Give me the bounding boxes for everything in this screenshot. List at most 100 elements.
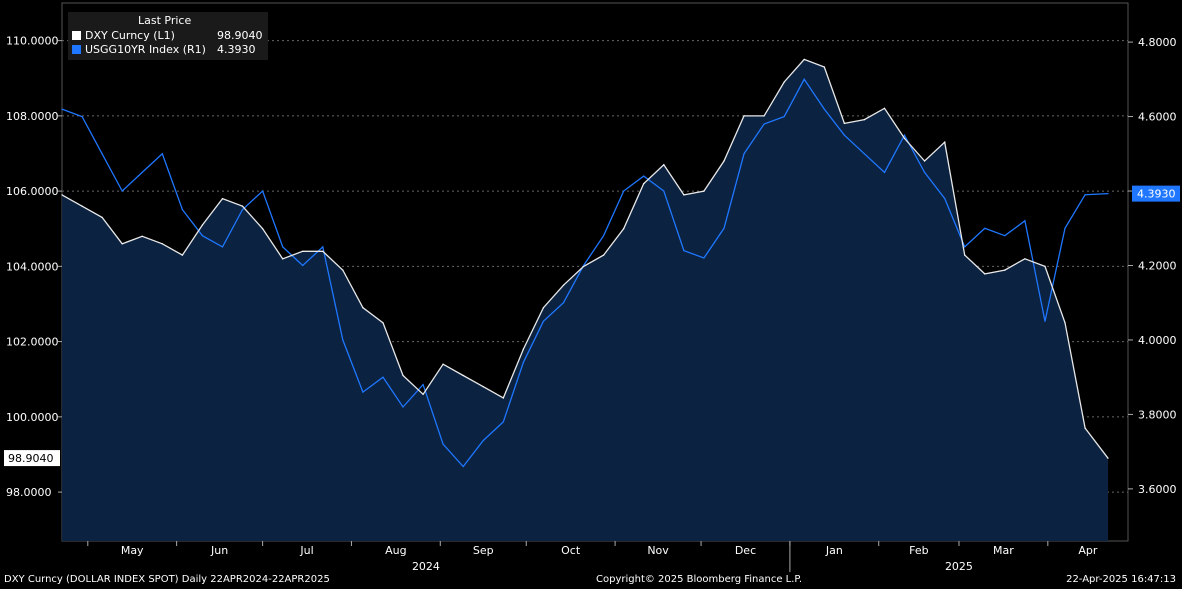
right-tick-label: 4.8000 [1138, 36, 1177, 49]
x-year-label: 2024 [412, 560, 440, 573]
x-month-label: Oct [561, 544, 581, 557]
left-tick-label: 108.0000 [6, 110, 59, 123]
dxy-point [121, 243, 123, 245]
right-tick-label: 4.2000 [1138, 259, 1177, 272]
usgg10yr-point [522, 361, 524, 363]
dxy-point [282, 258, 284, 260]
footer-copyright: Copyright© 2025 Bloomberg Finance L.P. [596, 574, 803, 585]
series-lines [61, 58, 1109, 468]
usgg10yr-point [262, 190, 264, 192]
usgg10yr-point [422, 384, 424, 386]
usgg10yr-point [462, 465, 464, 468]
usgg10yr-point [923, 171, 926, 174]
legend: Last Price DXY Curncy (L1) 98.9040 USGG1… [68, 12, 268, 60]
right-tick-label: 4.6000 [1138, 111, 1177, 124]
dxy-point [783, 81, 785, 83]
usgg10yr-point [763, 123, 765, 125]
legend-item-usgg10yr: USGG10YR Index (R1) 4.3930 [72, 43, 264, 57]
x-month-label: Feb [909, 544, 928, 557]
usgg10yr-point [562, 302, 565, 304]
dxy-point [382, 322, 384, 324]
legend-label-usgg10yr: USGG10YR Index (R1) [85, 43, 206, 56]
usgg10yr-point [101, 153, 103, 155]
usgg10yr-point [1084, 194, 1086, 196]
usgg10yr-point [1107, 193, 1109, 195]
usgg10yr-point [302, 264, 304, 267]
dxy-point [703, 190, 705, 192]
usgg10yr-point [362, 391, 364, 393]
dxy-area [62, 59, 1108, 542]
dxy-point [944, 141, 946, 143]
usgg10yr-point [1064, 227, 1066, 229]
dxy-point [322, 250, 324, 252]
usgg10yr-point [201, 235, 204, 237]
left-tick-label: 104.0000 [6, 260, 59, 273]
dxy-point [582, 265, 585, 267]
dxy-point [763, 115, 765, 117]
legend-value-dxy: 98.9040 [217, 29, 263, 42]
left-axis: 110.0000 108.0000 106.0000 104.0000 102.0000… [6, 35, 62, 499]
usgg10yr-point [1004, 235, 1006, 237]
usgg10yr-point [984, 227, 986, 229]
dxy-point [843, 122, 845, 124]
dxy-point [623, 228, 625, 230]
usgg10yr-point [442, 443, 444, 445]
usgg10yr-point [603, 235, 605, 237]
dxy-point [442, 363, 444, 365]
dxy-point [221, 198, 224, 200]
usgg10yr-point [282, 246, 284, 248]
dxy-point [61, 194, 63, 196]
legend-value-usgg10yr: 4.3930 [217, 43, 256, 56]
area-fill [62, 59, 1108, 542]
legend-swatch-dxy [72, 31, 81, 40]
x-month-label: May [121, 544, 144, 557]
dxy-point [342, 269, 344, 271]
right-axis: 4.80004.60004.40004.20004.00003.80003.60… [1128, 36, 1177, 496]
dxy-point [683, 194, 685, 196]
usgg10yr-point [502, 421, 504, 423]
x-month-label: Jan [825, 544, 843, 557]
usgg10yr-point [863, 153, 866, 155]
usgg10yr-point [342, 339, 344, 341]
usgg10yr-point [944, 197, 946, 200]
right-tick-label: 4.0000 [1138, 334, 1177, 347]
left-tick-label: 110.0000 [6, 35, 59, 48]
dxy-point [161, 243, 163, 245]
left-tick-label: 100.0000 [6, 411, 59, 424]
x-year-label: 2025 [945, 560, 973, 573]
dxy-point [1044, 265, 1046, 267]
dxy-point [1064, 322, 1066, 324]
legend-swatch-usgg10yr [72, 45, 81, 54]
dxy-point [181, 254, 183, 256]
usgg10yr-point [643, 175, 645, 177]
dxy-point [241, 205, 244, 207]
dxy-point [723, 160, 725, 162]
x-month-label: Sep [473, 544, 494, 557]
footer-timestamp: 22-Apr-2025 16:47:13 [1066, 574, 1176, 585]
dxy-point [81, 205, 83, 207]
right-value-marker-box [1132, 185, 1180, 202]
dxy-point [402, 374, 404, 377]
dxy-point [743, 115, 745, 117]
dxy-point [903, 137, 906, 140]
dxy-point [201, 224, 204, 226]
dxy-point [1107, 457, 1109, 459]
dxy-point [1024, 258, 1026, 260]
usgg10yr-point [402, 406, 404, 408]
right-value-marker: 4.3930 [1137, 188, 1176, 201]
usgg10yr-point [843, 134, 845, 136]
dxy-point [362, 307, 364, 309]
dxy-point [542, 307, 545, 309]
usgg10yr-point [322, 246, 324, 248]
left-tick-label: 102.0000 [6, 336, 59, 349]
usgg10yr-point [883, 171, 886, 174]
x-month-label: Nov [647, 544, 669, 557]
usgg10yr-point [683, 249, 685, 252]
dxy-point [522, 348, 524, 350]
legend-title: Last Price [138, 14, 192, 27]
dxy-point [1084, 427, 1086, 429]
x-month-label: Dec [735, 544, 756, 557]
dxy-point [1004, 269, 1006, 271]
usgg10yr-point [723, 227, 725, 229]
